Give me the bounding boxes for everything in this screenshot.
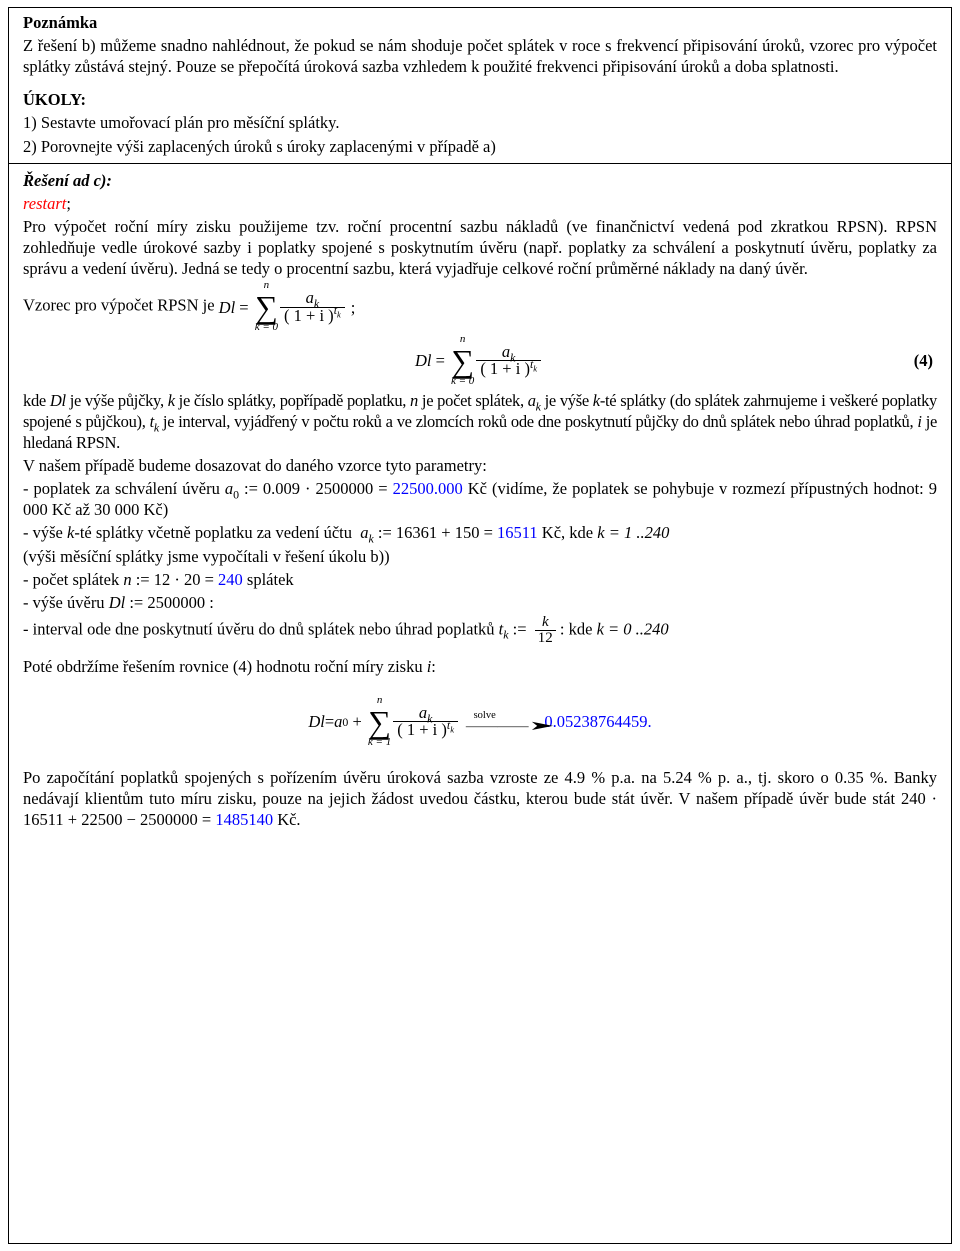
semicolon: ; xyxy=(351,297,356,318)
task-2: 2) Porovnejte výši zaplacených úroků s ú… xyxy=(23,136,937,157)
params-lead: V našem případě budeme dosazovat do dané… xyxy=(23,455,937,476)
final-paragraph: Po započítání poplatků spojených s poříz… xyxy=(23,767,937,830)
fraction: ak ( 1 + i )tk xyxy=(280,290,345,324)
sigma-icon: n ∑ k = 0 xyxy=(255,281,278,333)
param-poplatek: - poplatek za schválení úvěru a0 := 0.00… xyxy=(23,478,937,520)
param-interval: - interval ode dne poskytnutí úvěru do d… xyxy=(23,615,937,646)
eq-number: (4) xyxy=(541,350,937,371)
param-splatka: - výše k-té splátky včetně poplatku za v… xyxy=(23,522,937,543)
tasks-heading: ÚKOLY: xyxy=(23,89,937,110)
solve-lead: Poté obdržíme řešením rovnice (4) hodnot… xyxy=(23,656,937,677)
restart-line: restart; xyxy=(23,193,937,214)
note-heading: Poznámka xyxy=(23,12,937,33)
var-Dl: Dl xyxy=(219,297,236,318)
sum-lower: k = 0 xyxy=(255,323,278,333)
solution-heading: Řešení ad c): xyxy=(23,170,937,191)
param-uver: - výše úvěru Dl := 2500000 : xyxy=(23,592,937,613)
param-splatka-note: (výši měsíční splátky jsme vypočítali v … xyxy=(23,546,937,567)
equation-4: Dl = n ∑ k = 0 ak ( 1 + i )tk (4) xyxy=(23,335,937,387)
rpsn-explain: Pro výpočet roční míry zisku použijeme t… xyxy=(23,216,937,279)
restart-semi: ; xyxy=(66,194,71,213)
solve-equation: Dl = a0 + n ∑ k = 1 ak ( 1 + i )tk solve… xyxy=(23,696,937,748)
restart-cmd: restart xyxy=(23,194,66,213)
note-paragraph: Z řešení b) můžeme snadno nahlédnout, že… xyxy=(23,35,937,77)
solve-arrow-icon: solve ——➤ xyxy=(466,712,503,731)
formula-lead: Vzorec pro výpočet RPSN je xyxy=(23,296,219,315)
section-divider xyxy=(9,163,951,164)
param-pocet: - počet splátek n := 12 · 20 = 240 splát… xyxy=(23,569,937,590)
solve-result: 0.05238764459 xyxy=(544,711,647,732)
task-1: 1) Sestavte umořovací plán pro měsíční s… xyxy=(23,112,937,133)
eq4-description: kde Dl je výše půjčky, k je číslo splátk… xyxy=(23,390,937,453)
formula-line-1: Vzorec pro výpočet RPSN je Dl = n ∑ k = … xyxy=(23,281,937,333)
